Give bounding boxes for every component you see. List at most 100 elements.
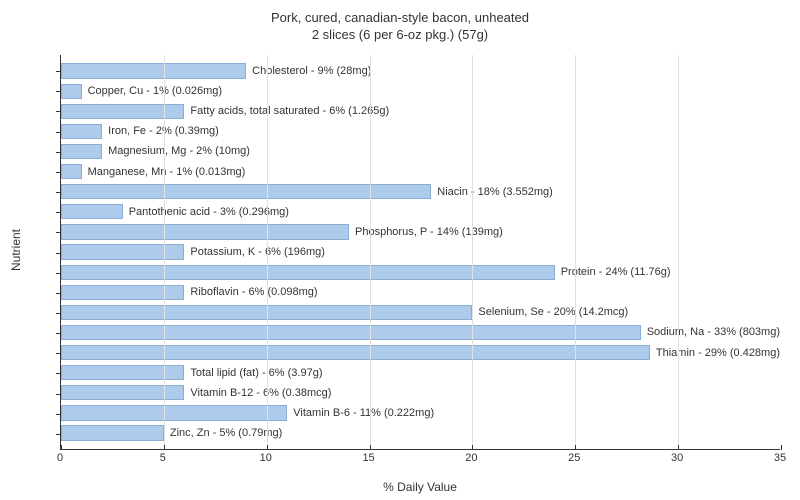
y-tick-mark (56, 212, 61, 213)
bar-row: Vitamin B-12 - 6% (0.38mcg) (61, 383, 780, 403)
y-tick-mark (56, 71, 61, 72)
bar-row: Phosphorus, P - 14% (139mg) (61, 222, 780, 242)
bar-row: Riboflavin - 6% (0.098mg) (61, 282, 780, 302)
y-axis-label: Nutrient (9, 229, 23, 271)
bar (61, 285, 184, 300)
y-tick-mark (56, 253, 61, 254)
bar-row: Iron, Fe - 2% (0.39mg) (61, 121, 780, 141)
bar-label: Riboflavin - 6% (0.098mg) (190, 286, 317, 298)
bar-label: Niacin - 18% (3.552mg) (437, 186, 553, 198)
gridline (678, 55, 679, 449)
y-tick-mark (56, 313, 61, 314)
y-tick-mark (56, 373, 61, 374)
gridline (267, 55, 268, 449)
y-tick-mark (56, 273, 61, 274)
bar-label: Manganese, Mn - 1% (0.013mg) (88, 166, 246, 178)
bar-label: Protein - 24% (11.76g) (561, 266, 671, 278)
bar-row: Selenium, Se - 20% (14.2mcg) (61, 302, 780, 322)
bar-row: Vitamin B-6 - 11% (0.222mg) (61, 403, 780, 423)
bar (61, 104, 184, 119)
bar-row: Manganese, Mn - 1% (0.013mg) (61, 162, 780, 182)
bar (61, 244, 184, 259)
bar (61, 63, 246, 78)
bar-label: Phosphorus, P - 14% (139mg) (355, 226, 503, 238)
x-tick-mark (781, 445, 782, 450)
chart-title-line1: Pork, cured, canadian-style bacon, unhea… (271, 10, 529, 25)
bar (61, 184, 431, 199)
bar (61, 365, 184, 380)
bar-label: Selenium, Se - 20% (14.2mcg) (478, 306, 628, 318)
x-tick-mark (575, 445, 576, 450)
x-tick-mark (267, 445, 268, 450)
y-tick-mark (56, 132, 61, 133)
plot-area: Cholesterol - 9% (28mg) Copper, Cu - 1% (… (60, 55, 780, 450)
x-tick-label: 15 (362, 452, 374, 464)
gridline (164, 55, 165, 449)
bar-label: Potassium, K - 6% (196mg) (190, 246, 325, 258)
bar-row: Sodium, Na - 33% (803mg) (61, 322, 780, 342)
y-tick-mark (56, 232, 61, 233)
x-tick-label: 0 (57, 452, 63, 464)
bar (61, 405, 287, 420)
chart-title-line2: 2 slices (6 per 6-oz pkg.) (57g) (0, 27, 800, 44)
y-tick-mark (56, 353, 61, 354)
x-tick-label: 30 (671, 452, 683, 464)
bar-label: Copper, Cu - 1% (0.026mg) (88, 85, 223, 97)
x-tick-mark (164, 445, 165, 450)
x-tick-labels: 05101520253035 (60, 452, 780, 472)
bar-row: Zinc, Zn - 5% (0.79mg) (61, 423, 780, 443)
bar (61, 385, 184, 400)
y-tick-mark (56, 192, 61, 193)
bars-container: Cholesterol - 9% (28mg) Copper, Cu - 1% (… (61, 61, 780, 443)
bar-label: Sodium, Na - 33% (803mg) (647, 326, 780, 338)
bar-row: Protein - 24% (11.76g) (61, 262, 780, 282)
bar-label: Pantothenic acid - 3% (0.296mg) (129, 206, 289, 218)
bar (61, 224, 349, 239)
bar-label: Total lipid (fat) - 6% (3.97g) (190, 367, 322, 379)
x-tick-label: 10 (260, 452, 272, 464)
gridline (370, 55, 371, 449)
bar-row: Fatty acids, total saturated - 6% (1.265… (61, 101, 780, 121)
chart-title: Pork, cured, canadian-style bacon, unhea… (0, 10, 800, 44)
y-tick-mark (56, 293, 61, 294)
bar (61, 164, 82, 179)
y-tick-mark (56, 111, 61, 112)
x-tick-label: 25 (568, 452, 580, 464)
x-tick-label: 20 (465, 452, 477, 464)
y-tick-mark (56, 434, 61, 435)
bar-row: Total lipid (fat) - 6% (3.97g) (61, 363, 780, 383)
bar-label: Thiamin - 29% (0.428mg) (656, 347, 780, 359)
bar-row: Pantothenic acid - 3% (0.296mg) (61, 202, 780, 222)
x-tick-mark (370, 445, 371, 450)
bar-label: Vitamin B-12 - 6% (0.38mcg) (190, 387, 331, 399)
bar-row: Copper, Cu - 1% (0.026mg) (61, 81, 780, 101)
bar-label: Magnesium, Mg - 2% (10mg) (108, 145, 250, 157)
nutrient-bar-chart: Pork, cured, canadian-style bacon, unhea… (0, 0, 800, 500)
x-axis-label: % Daily Value (60, 480, 780, 494)
y-tick-mark (56, 394, 61, 395)
y-tick-mark (56, 91, 61, 92)
y-tick-mark (56, 333, 61, 334)
bar (61, 425, 164, 440)
gridline (472, 55, 473, 449)
x-tick-mark (678, 445, 679, 450)
x-tick-label: 35 (774, 452, 786, 464)
bar-label: Vitamin B-6 - 11% (0.222mg) (293, 407, 434, 419)
x-tick-label: 5 (160, 452, 166, 464)
bar-row: Magnesium, Mg - 2% (10mg) (61, 141, 780, 161)
gridline (575, 55, 576, 449)
y-tick-mark (56, 414, 61, 415)
bar (61, 265, 555, 280)
bar-label: Zinc, Zn - 5% (0.79mg) (170, 427, 282, 439)
bar-row: Cholesterol - 9% (28mg) (61, 61, 780, 81)
bar (61, 325, 641, 340)
bar-row: Thiamin - 29% (0.428mg) (61, 343, 780, 363)
x-tick-mark (472, 445, 473, 450)
y-tick-mark (56, 152, 61, 153)
bar-label: Cholesterol - 9% (28mg) (252, 65, 371, 77)
bar-label: Fatty acids, total saturated - 6% (1.265… (190, 105, 389, 117)
bar (61, 204, 123, 219)
bar (61, 124, 102, 139)
x-tick-mark (61, 445, 62, 450)
y-tick-mark (56, 172, 61, 173)
